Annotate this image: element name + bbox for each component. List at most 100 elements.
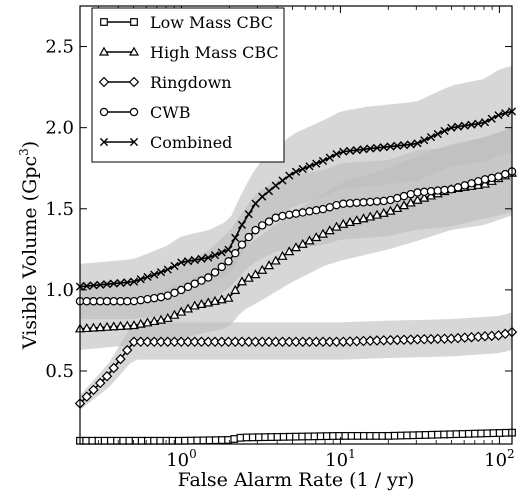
point-high-mass-cbc xyxy=(331,221,342,231)
point-cwb xyxy=(332,200,341,210)
point-cwb xyxy=(480,175,490,184)
point-high-mass-cbc xyxy=(365,211,376,221)
legend-marker xyxy=(98,76,110,88)
point-high-mass-cbc xyxy=(351,215,362,225)
point-ringdown xyxy=(263,336,275,348)
legend-marker xyxy=(100,18,108,26)
point-combined xyxy=(136,275,145,284)
point-ringdown xyxy=(149,336,160,348)
point-combined xyxy=(305,162,314,171)
point-cwb xyxy=(89,297,98,306)
point-combined xyxy=(244,210,253,219)
point-ringdown xyxy=(162,336,173,348)
point-cwb xyxy=(339,199,348,208)
point-cwb xyxy=(116,297,125,306)
point-combined xyxy=(406,140,415,149)
point-ringdown xyxy=(155,336,167,348)
point-high-mass-cbc xyxy=(257,264,268,274)
point-ringdown xyxy=(270,336,281,348)
point-combined xyxy=(156,268,166,277)
point-combined xyxy=(494,111,503,120)
legend-marker xyxy=(130,18,138,26)
point-ringdown xyxy=(297,336,308,348)
legend-label: Ringdown xyxy=(150,73,232,92)
point-combined xyxy=(426,133,436,142)
point-cwb xyxy=(170,288,179,298)
point-combined xyxy=(258,192,267,201)
point-ringdown xyxy=(88,384,99,396)
point-combined xyxy=(447,123,456,132)
point-combined xyxy=(312,159,321,168)
legend: Low Mass CBC High Mass CBC Ringdown CWB Comb… xyxy=(91,7,285,163)
point-high-mass-cbc xyxy=(128,320,140,330)
point-ringdown xyxy=(196,336,207,348)
legend-marker xyxy=(128,46,140,56)
legend-marker xyxy=(99,137,109,147)
axes: 0.5 1.0 1.5 2.0 2.5 100 101 102 xyxy=(45,5,515,471)
point-high-mass-cbc xyxy=(115,320,126,330)
point-high-mass-cbc xyxy=(304,235,315,245)
series-markers xyxy=(74,107,518,445)
point-cwb xyxy=(399,191,409,201)
point-high-mass-cbc xyxy=(209,295,221,305)
point-high-mass-cbc xyxy=(385,205,396,215)
point-cwb xyxy=(494,172,503,181)
point-cwb xyxy=(447,185,456,194)
point-ringdown xyxy=(81,391,92,402)
point-high-mass-cbc xyxy=(358,213,369,223)
point-high-mass-cbc xyxy=(371,209,383,219)
point-combined xyxy=(372,143,382,152)
point-high-mass-cbc xyxy=(338,218,349,228)
point-cwb xyxy=(305,207,314,216)
point-combined xyxy=(298,164,307,174)
point-combined xyxy=(143,272,152,282)
point-combined xyxy=(89,281,98,290)
point-combined xyxy=(359,145,368,154)
point-high-mass-cbc xyxy=(88,322,99,332)
point-combined xyxy=(109,279,118,288)
point-combined xyxy=(467,120,476,129)
point-combined xyxy=(163,265,172,274)
point-cwb xyxy=(487,173,496,183)
point-cwb xyxy=(143,294,152,304)
point-ringdown xyxy=(182,336,194,348)
point-cwb xyxy=(271,213,280,222)
point-cwb xyxy=(244,232,253,242)
point-high-mass-cbc xyxy=(250,269,261,279)
point-combined xyxy=(251,199,260,208)
point-combined xyxy=(413,139,422,148)
point-cwb xyxy=(379,196,388,206)
point-cwb xyxy=(291,209,301,218)
point-cwb xyxy=(197,276,206,285)
point-combined xyxy=(177,258,186,267)
point-cwb xyxy=(129,296,139,306)
point-high-mass-cbc xyxy=(405,197,416,207)
point-cwb xyxy=(386,195,395,205)
point-ringdown xyxy=(142,336,153,348)
point-cwb xyxy=(231,248,240,258)
point-combined xyxy=(271,181,280,190)
point-combined xyxy=(460,121,469,130)
point-high-mass-cbc xyxy=(311,232,322,242)
point-high-mass-cbc xyxy=(236,276,248,286)
point-combined xyxy=(170,261,179,271)
point-combined xyxy=(325,153,334,162)
point-ringdown xyxy=(101,370,113,382)
legend-label: Combined xyxy=(150,133,232,152)
point-cwb xyxy=(474,177,483,186)
point-cwb xyxy=(190,279,199,288)
point-high-mass-cbc xyxy=(344,216,356,227)
point-cwb xyxy=(82,297,91,306)
point-combined xyxy=(440,126,449,136)
point-combined xyxy=(237,220,247,229)
point-combined xyxy=(420,136,429,145)
point-ringdown xyxy=(176,336,187,348)
legend-label: CWB xyxy=(150,103,190,122)
point-cwb xyxy=(352,198,361,208)
point-cwb xyxy=(285,210,294,219)
point-combined xyxy=(190,255,199,265)
legend-entry-ringdown: Ringdown xyxy=(98,73,232,92)
point-combined xyxy=(399,141,409,150)
point-combined xyxy=(480,118,490,127)
